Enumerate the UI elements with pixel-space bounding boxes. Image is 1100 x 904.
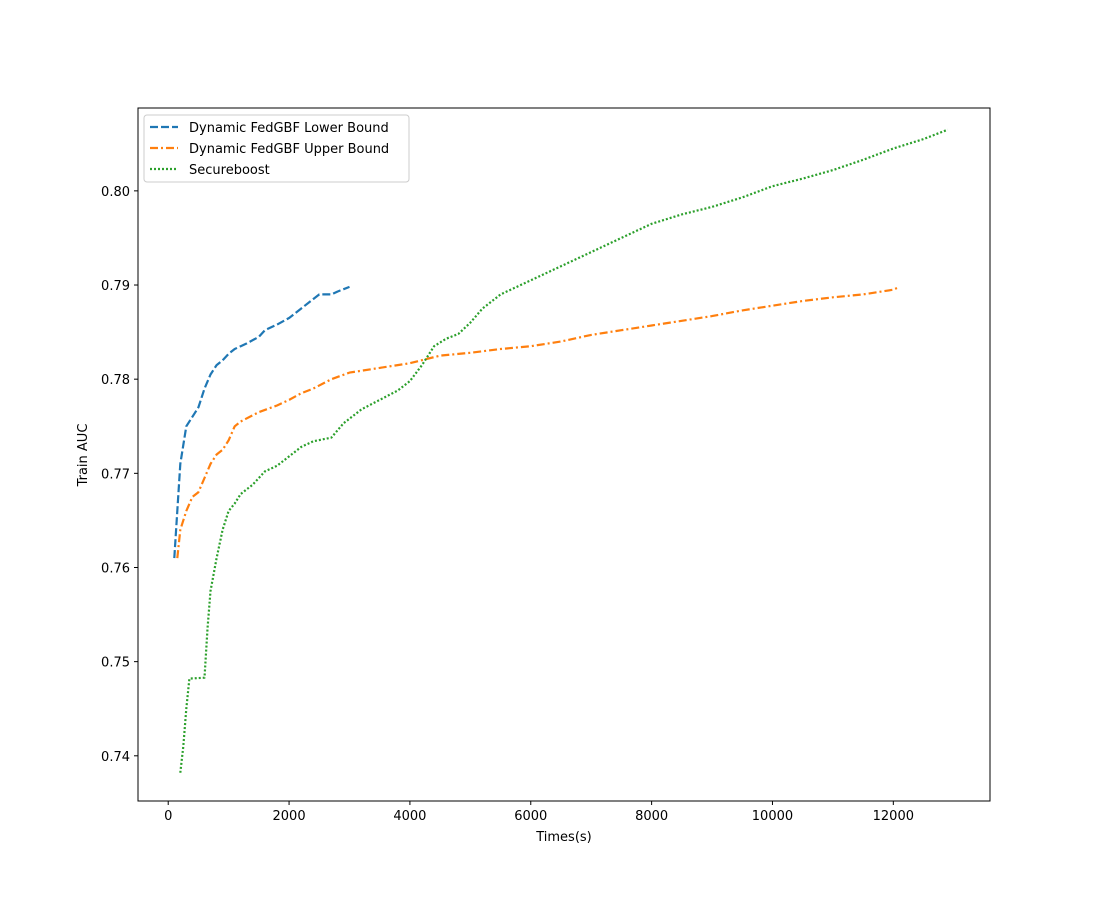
y-tick-label: 0.77 <box>101 467 130 482</box>
y-tick-label: 0.78 <box>101 373 130 388</box>
x-tick-label: 12000 <box>873 809 914 824</box>
x-tick-label: 6000 <box>514 809 547 824</box>
y-tick-label: 0.79 <box>101 279 130 294</box>
plot-frame <box>137 107 991 802</box>
y-axis-title: Train AUC <box>76 424 91 488</box>
y-tick-label: 0.75 <box>101 656 130 671</box>
legend-box <box>143 114 410 183</box>
legend: Dynamic FedGBF Lower Bound Dynamic FedGBF… <box>143 114 410 183</box>
y-tick-label: 0.74 <box>101 750 130 765</box>
y-tick-label: 0.76 <box>101 561 130 576</box>
x-tick-label: 2000 <box>273 809 306 824</box>
y-tick-label: 0.80 <box>101 185 130 200</box>
y-axis-ticks: 0.74 0.75 0.76 0.77 0.78 0.79 0.80 <box>101 185 138 765</box>
series-line-3 <box>179 128 949 773</box>
x-tick-label: 4000 <box>393 809 426 824</box>
series-layer <box>173 128 949 773</box>
legend-label-3: Secureboost <box>189 163 270 178</box>
x-axis-title: Times(s) <box>535 830 592 845</box>
x-axis-ticks: 0 2000 4000 6000 8000 10000 12000 <box>164 801 914 824</box>
x-tick-label: 0 <box>164 809 172 824</box>
legend-label-1: Dynamic FedGBF Lower Bound <box>189 121 389 136</box>
legend-label-2: Dynamic FedGBF Upper Bound <box>189 142 389 157</box>
series-line-1 <box>173 285 350 559</box>
x-tick-label: 10000 <box>752 809 793 824</box>
x-tick-label: 8000 <box>635 809 668 824</box>
series-line-2 <box>176 285 900 559</box>
